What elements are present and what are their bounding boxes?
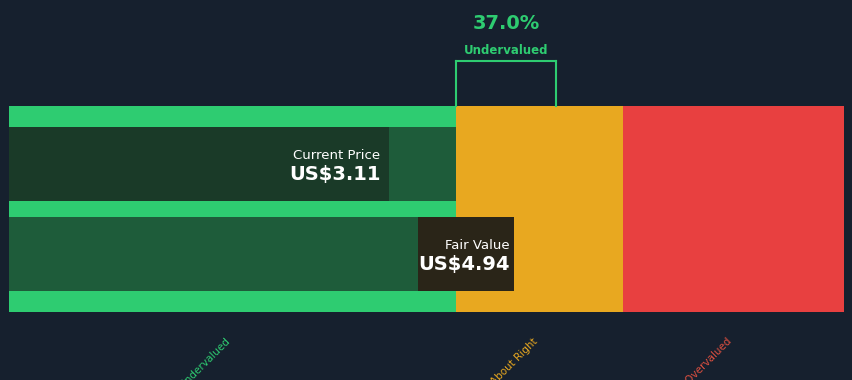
Text: US$4.94: US$4.94 (418, 255, 509, 274)
Text: About Right: About Right (488, 336, 538, 380)
Text: 20% Undervalued: 20% Undervalued (159, 336, 232, 380)
Bar (455, 106, 622, 127)
Bar (9, 106, 455, 127)
Text: US$3.11: US$3.11 (289, 165, 380, 184)
Bar (622, 106, 843, 127)
Text: Fair Value: Fair Value (445, 239, 509, 252)
Text: Undervalued: Undervalued (463, 44, 548, 57)
Text: 37.0%: 37.0% (472, 14, 539, 33)
Bar (9, 201, 455, 217)
Bar (455, 291, 622, 312)
Bar (622, 201, 843, 217)
Bar (9, 217, 455, 291)
Text: Current Price: Current Price (293, 149, 380, 162)
Bar (622, 217, 843, 291)
Bar (455, 127, 622, 201)
Bar (417, 217, 514, 291)
Bar (9, 127, 455, 201)
Text: 20% Overvalued: 20% Overvalued (665, 336, 733, 380)
Bar (9, 127, 389, 201)
Bar (622, 127, 843, 201)
Bar (9, 291, 455, 312)
Bar (455, 201, 622, 217)
Bar (622, 291, 843, 312)
Bar (455, 217, 622, 291)
